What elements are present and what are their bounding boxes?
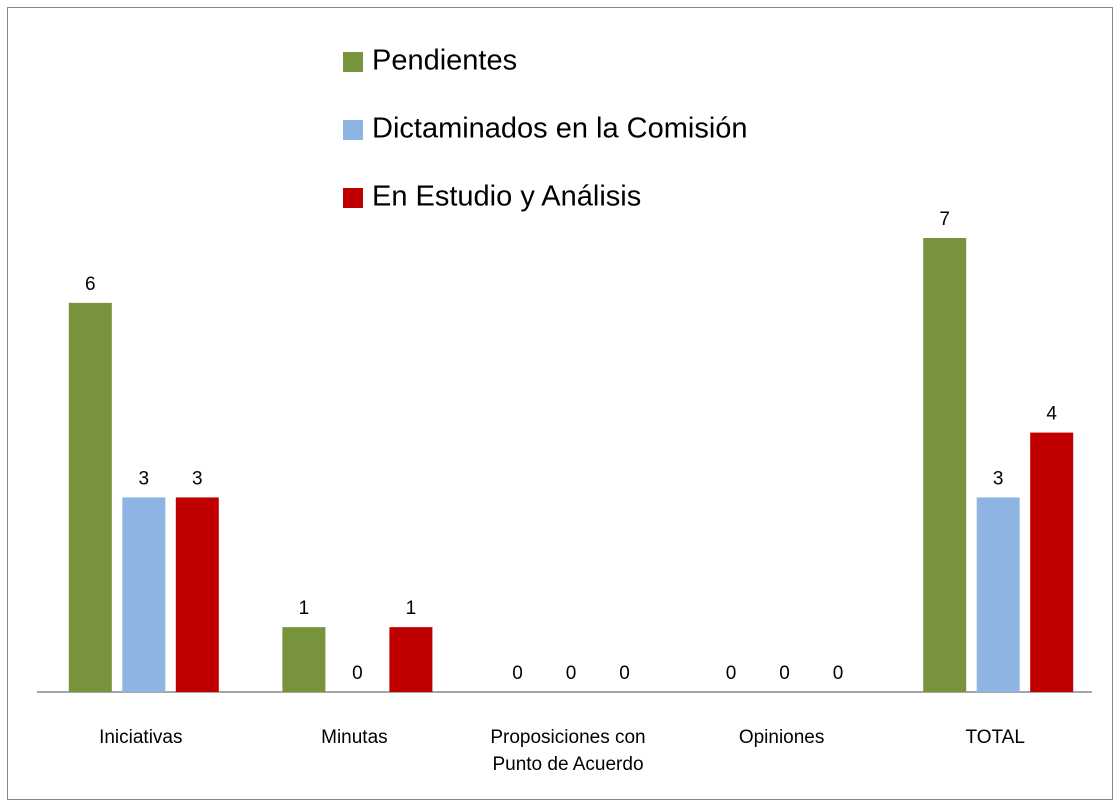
value-label: 1: [299, 598, 310, 619]
legend-swatch: [343, 52, 363, 72]
x-tick-label: Opiniones: [738, 727, 825, 748]
value-label: 7: [939, 209, 950, 230]
legend-text: Dictaminados en la Comisión: [372, 113, 748, 145]
value-label: 4: [1046, 404, 1057, 425]
value-label: 3: [192, 468, 203, 489]
value-label: 0: [512, 663, 523, 684]
x-tick-label: TOTAL: [965, 727, 1025, 748]
legend-swatch: [343, 188, 363, 208]
bar: [282, 627, 326, 692]
bar: [1030, 432, 1074, 692]
x-tick-label: Proposiciones con Punto de Acuerdo: [490, 727, 646, 775]
bar: [175, 497, 219, 692]
bar: [122, 497, 166, 692]
value-label: 3: [993, 468, 1004, 489]
value-label: 1: [406, 598, 417, 619]
bar: [923, 238, 967, 692]
legend-text: En Estudio y Análisis: [372, 181, 641, 213]
value-label: 0: [726, 663, 737, 684]
value-label: 3: [139, 468, 150, 489]
legend-text: Pendientes: [372, 45, 517, 77]
bar: [389, 627, 433, 692]
value-label: 0: [352, 663, 363, 684]
value-label: 6: [85, 274, 96, 295]
value-label: 0: [779, 663, 790, 684]
value-label: 0: [833, 663, 844, 684]
legend-swatch: [343, 120, 363, 140]
bar: [68, 302, 112, 692]
bar: [976, 497, 1020, 692]
x-tick-label: Minutas: [321, 727, 388, 748]
x-tick-label: Iniciativas: [99, 727, 183, 748]
value-label: 0: [619, 663, 630, 684]
value-label: 0: [566, 663, 577, 684]
